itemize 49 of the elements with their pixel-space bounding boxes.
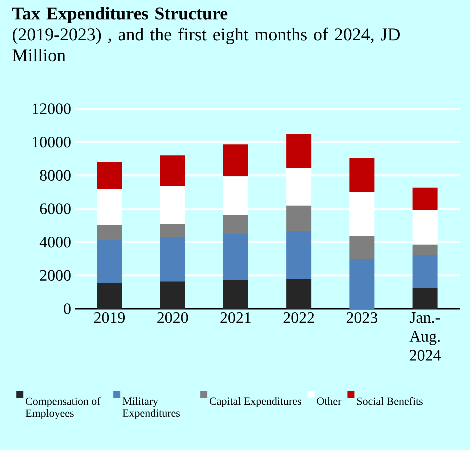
bar	[223, 176, 248, 216]
legend-label: Military Expenditures	[122, 397, 180, 420]
bar	[160, 156, 186, 186]
bar	[223, 144, 248, 177]
bar	[412, 244, 438, 256]
y-tick-label: 0	[64, 304, 71, 314]
legend-label: Social Benefits	[357, 397, 423, 406]
bar	[286, 231, 312, 279]
bar	[412, 210, 438, 245]
bar	[350, 236, 375, 260]
bar	[286, 168, 312, 206]
bar	[160, 282, 186, 309]
bar	[286, 206, 312, 232]
bar	[160, 237, 186, 282]
bar	[97, 283, 122, 309]
bar	[223, 234, 248, 280]
x-tick-label: 2021	[220, 312, 251, 324]
y-tick-label: 4000	[40, 236, 71, 248]
legend-label: Compensation of Employees	[26, 397, 101, 420]
bar	[412, 288, 438, 309]
y-tick-label: 8000	[40, 170, 71, 182]
bar	[97, 240, 122, 284]
chart-subtitle: (2019-2023) , and the first eight months of 2024, JD Million	[12, 28, 400, 62]
bar	[412, 255, 438, 288]
x-tick-label: 2020	[158, 312, 188, 324]
bar	[350, 259, 375, 309]
y-tick-label: 6000	[40, 204, 71, 214]
y-tick-label: 2000	[40, 270, 71, 282]
bar	[223, 215, 248, 234]
x-tick-label: Jan.-Aug. 2024	[410, 312, 441, 361]
bar	[97, 162, 122, 190]
bar	[350, 192, 375, 236]
x-tick-label: 2023	[346, 312, 378, 324]
legend-label: Capital Expenditures	[210, 397, 302, 408]
y-tick-label: 10000	[33, 136, 71, 148]
bar	[412, 188, 438, 210]
x-tick-label: 2022	[284, 312, 314, 324]
bar	[97, 189, 122, 226]
bar	[286, 278, 312, 309]
x-tick-label: 2019	[94, 312, 125, 324]
y-tick-label: 12000	[33, 104, 71, 114]
bar	[286, 134, 312, 168]
chart-title: Tax Expenditures Structure	[12, 7, 228, 24]
legend-label: Other	[317, 397, 342, 406]
bar	[97, 225, 122, 240]
bar	[160, 186, 186, 224]
bar	[350, 158, 375, 192]
bar	[223, 280, 248, 309]
bar	[160, 224, 186, 238]
